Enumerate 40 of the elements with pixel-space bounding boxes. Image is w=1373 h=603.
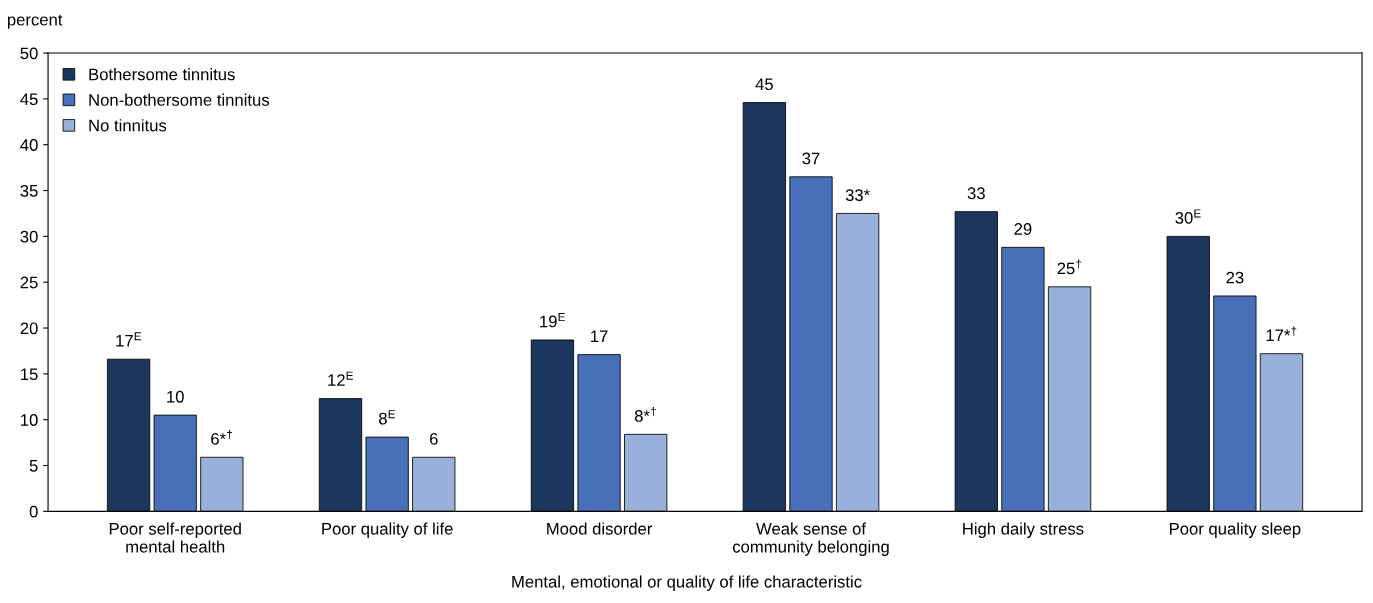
data-label: 33 bbox=[967, 187, 985, 200]
data-label: 45 bbox=[755, 78, 773, 91]
data-label: 8$^{E}$ bbox=[379, 410, 396, 425]
x-tick-label: Poor self-reported mental health bbox=[109, 522, 241, 553]
y-axis-title: percent bbox=[7, 14, 63, 29]
legend-label: Non-bothersome tinnitus bbox=[89, 93, 270, 106]
y-tick-label: 30 bbox=[20, 230, 38, 243]
data-label: 6*$^{†}$ bbox=[211, 429, 232, 445]
data-label: 17*$^{†}$ bbox=[1266, 326, 1297, 342]
y-tick-label: 20 bbox=[20, 322, 38, 335]
y-tick-label: 35 bbox=[20, 184, 38, 197]
data-label: 23 bbox=[1226, 271, 1244, 284]
y-tick-label: 50 bbox=[20, 47, 38, 60]
x-tick-label: Weak sense of community belonging bbox=[732, 522, 889, 556]
y-tick-label: 5 bbox=[29, 460, 38, 472]
y-tick-label: 0 bbox=[29, 505, 38, 518]
y-tick-label: 10 bbox=[21, 414, 38, 426]
data-label: 25$^{†}$ bbox=[1057, 259, 1082, 275]
data-label: 17$^{E}$ bbox=[116, 332, 142, 347]
x-tick-label: Poor quality sleep bbox=[1169, 522, 1301, 538]
data-label: 10 bbox=[167, 390, 184, 403]
x-tick-label: Poor quality of life bbox=[322, 522, 453, 538]
y-tick-label: 15 bbox=[21, 368, 38, 381]
x-tick-label: High daily stress bbox=[963, 522, 1084, 538]
data-label: 6 bbox=[429, 433, 438, 445]
data-label: 19$^{E}$ bbox=[540, 312, 565, 328]
y-tick-label: 40 bbox=[20, 139, 38, 151]
y-tick-label: 25 bbox=[20, 276, 38, 289]
data-label: 8*$^{†}$ bbox=[634, 407, 656, 422]
data-label: 12$^{E}$ bbox=[328, 371, 353, 386]
data-label: 33* bbox=[845, 189, 870, 201]
data-label: 17 bbox=[591, 330, 608, 342]
legend-label: No tinnitus bbox=[89, 119, 167, 132]
x-tick-label: Mood disorder bbox=[547, 522, 653, 535]
legend-label: Bothersome tinnitus bbox=[89, 68, 235, 81]
data-label: 30$^{E}$ bbox=[1175, 209, 1201, 224]
y-tick-label: 45 bbox=[20, 93, 38, 106]
data-label: 29 bbox=[1014, 223, 1032, 235]
x-axis-title: Mental, emotional or quality of life characteristic bbox=[512, 575, 862, 591]
data-label: 37 bbox=[802, 152, 820, 165]
